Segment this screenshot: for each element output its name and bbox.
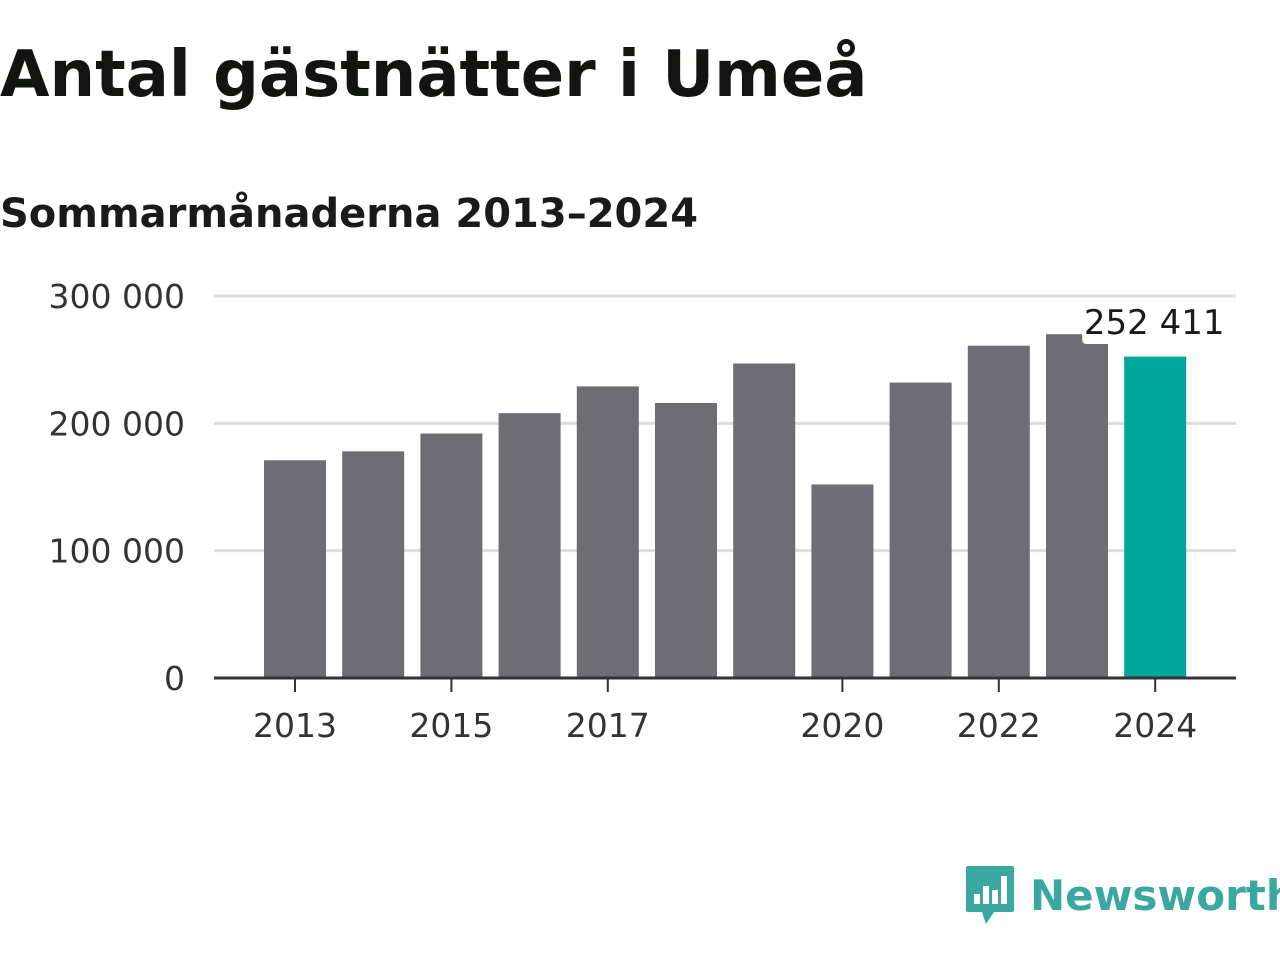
bar	[655, 402, 717, 678]
y-tick-label: 0	[164, 659, 185, 698]
axis-layer: 0 100 000 200 000 300 000 2013 2015 2017 2020 20…	[49, 277, 1236, 745]
bar	[498, 413, 561, 678]
bar	[420, 433, 483, 678]
bar	[733, 363, 796, 678]
bar-chart-speech-bubble-icon	[966, 866, 1014, 924]
y-tick-label: 200 000	[49, 404, 185, 443]
bar	[576, 386, 639, 678]
x-tick-label: 2024	[1113, 706, 1197, 745]
bar	[1046, 334, 1108, 678]
bar	[342, 451, 405, 678]
data-label-2024: 252 411	[1084, 303, 1225, 343]
x-tick-label: 2020	[800, 706, 884, 745]
x-tick-label: 2022	[957, 706, 1041, 745]
bar	[889, 382, 952, 678]
chart-title: Antal gästnätter i Umeå	[0, 38, 868, 112]
bar	[967, 345, 1030, 678]
newsworthy-logo: Newsworthy	[964, 864, 1280, 926]
logo-text: Newsworthy	[1030, 870, 1280, 920]
x-tick-label: 2015	[409, 706, 493, 745]
bar-highlight	[1124, 356, 1187, 678]
bar	[264, 460, 326, 678]
x-tick-label: 2017	[566, 706, 650, 745]
chart-subtitle: Sommarmånaderna 2013–2024	[0, 191, 699, 237]
x-tick-label: 2013	[253, 706, 337, 745]
bar-layer	[264, 334, 1187, 678]
label-layer: 252 411	[1082, 303, 1227, 344]
bar	[811, 484, 874, 678]
y-tick-label: 300 000	[49, 277, 185, 316]
data-label-background	[1082, 304, 1227, 344]
y-tick-label: 100 000	[49, 532, 185, 571]
